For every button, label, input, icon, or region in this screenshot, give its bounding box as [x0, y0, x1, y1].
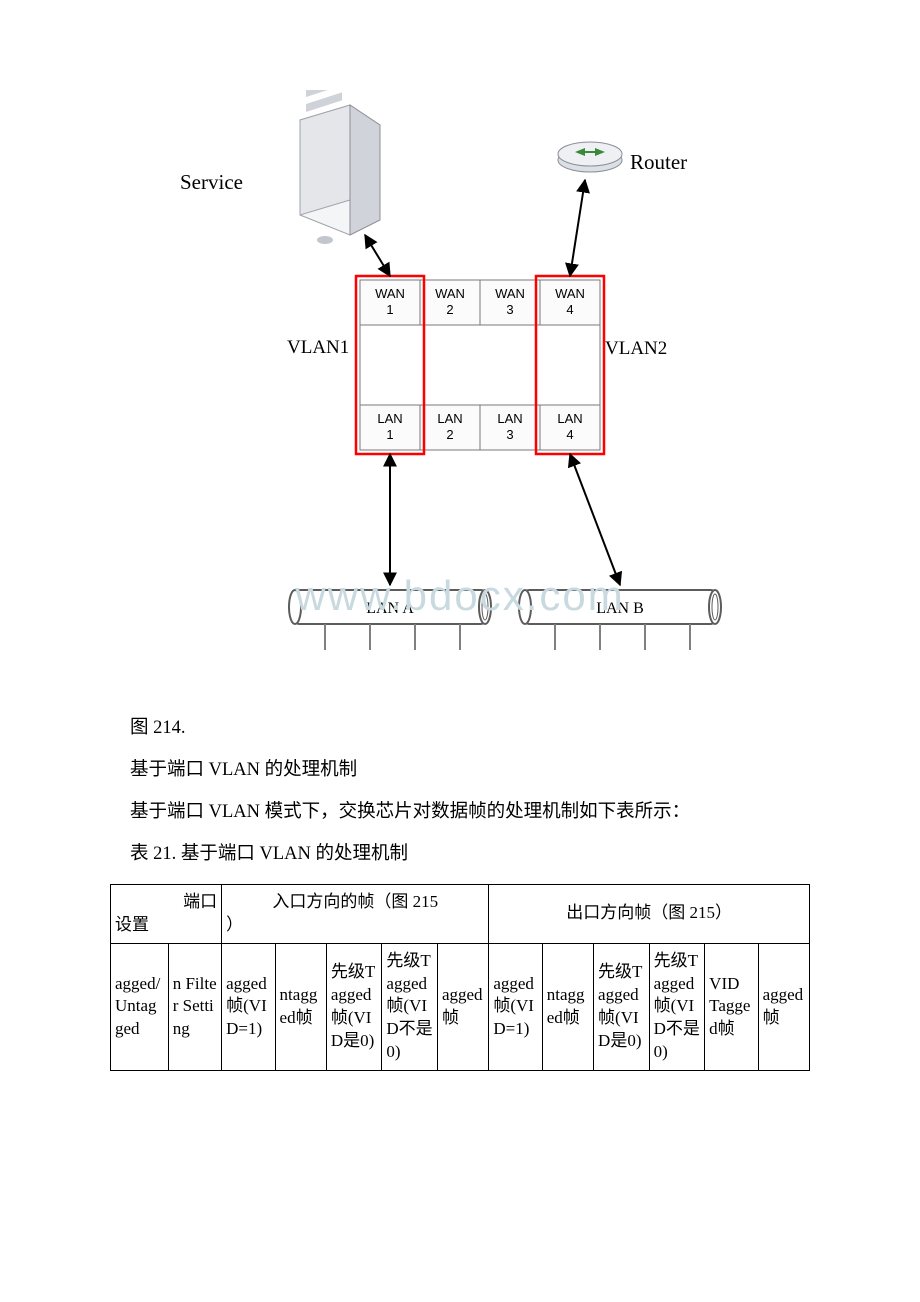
hdr-egress: 出口方向帧（图 215） [489, 884, 810, 943]
svg-text:4: 4 [566, 427, 573, 442]
svg-text:1: 1 [386, 302, 393, 317]
svg-text:WAN: WAN [375, 286, 405, 301]
col-10: 先级Tagged帧(VID不是0) [649, 943, 705, 1071]
lan-a-text: LAN A [366, 600, 414, 617]
table-row: 端口 设置 入口方向的帧（图 215 ） 出口方向帧（图 215） [111, 884, 810, 943]
svg-text:WAN: WAN [555, 286, 585, 301]
switch-block: WAN1 WAN2 WAN3 WAN4 LAN1 LAN2 LAN3 LAN4 [356, 276, 604, 454]
svg-text:4: 4 [566, 302, 573, 317]
svg-text:1: 1 [386, 427, 393, 442]
col-12: agged帧 [758, 943, 809, 1071]
col-3: ntagged帧 [275, 943, 326, 1071]
hdr-port-setting: 端口 设置 [111, 884, 222, 943]
svg-text:WAN: WAN [495, 286, 525, 301]
hdr-ingress: 入口方向的帧（图 215 ） [222, 884, 489, 943]
col-5: 先级Tagged帧(VID不是0) [382, 943, 438, 1071]
table-title: 表 21. 基于端口 VLAN 的处理机制 [130, 836, 790, 874]
col-6: agged帧 [437, 943, 488, 1071]
lan-b-text: LAN B [596, 600, 644, 617]
svg-text:LAN: LAN [557, 411, 582, 426]
diagram-svg: WAN1 WAN2 WAN3 WAN4 LAN1 LAN2 LAN3 LAN4 [180, 90, 740, 690]
paragraph-2: 基于端口 VLAN 模式下，交换芯片对数据帧的处理机制如下表所示： [130, 794, 790, 832]
col-2: agged帧(VID=1) [222, 943, 275, 1071]
col-11: VID Tagged帧 [705, 943, 758, 1071]
col-0: agged/Untagged [111, 943, 169, 1071]
server-icon [300, 90, 380, 244]
svg-text:3: 3 [506, 302, 513, 317]
mechanism-table: 端口 设置 入口方向的帧（图 215 ） 出口方向帧（图 215） agged/… [110, 884, 810, 1072]
body-text: 图 214. 基于端口 VLAN 的处理机制 基于端口 VLAN 模式下，交换芯… [130, 710, 790, 874]
table-row: agged/Untagged n Filter Setting agged帧(V… [111, 943, 810, 1071]
paragraph-1: 基于端口 VLAN 的处理机制 [130, 752, 790, 790]
router-icon [558, 142, 622, 172]
svg-text:2: 2 [446, 427, 453, 442]
col-1: n Filter Setting [168, 943, 221, 1071]
col-8: ntagged帧 [542, 943, 593, 1071]
svg-text:WAN: WAN [435, 286, 465, 301]
svg-text:LAN: LAN [377, 411, 402, 426]
lan-a-cylinder: LAN A [289, 590, 491, 650]
figure-caption: 图 214. [130, 710, 790, 748]
lan-b-cylinder: LAN B [519, 590, 721, 650]
vlan-diagram: Service Router VLAN1 VLAN2 [180, 90, 740, 690]
svg-text:3: 3 [506, 427, 513, 442]
col-9: 先级Tagged帧(VID是0) [594, 943, 650, 1071]
svg-text:LAN: LAN [497, 411, 522, 426]
svg-text:2: 2 [446, 302, 453, 317]
col-4: 先级Tagged帧(VID是0) [326, 943, 382, 1071]
svg-text:LAN: LAN [437, 411, 462, 426]
col-7: agged帧(VID=1) [489, 943, 542, 1071]
